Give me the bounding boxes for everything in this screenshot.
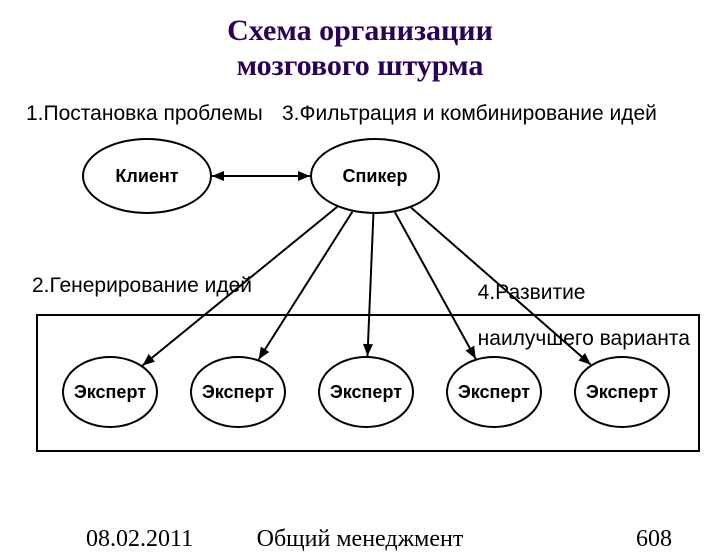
step-2-label: 2.Генерирование идей bbox=[32, 274, 252, 298]
step-1-label: 1.Постановка проблемы bbox=[26, 102, 263, 126]
node-expert-4-label: Эксперт bbox=[458, 382, 530, 403]
node-speaker-label: Спикер bbox=[343, 166, 408, 187]
node-expert-2-label: Эксперт bbox=[202, 382, 274, 403]
title-line-2: мозгового штурма bbox=[237, 49, 484, 82]
node-expert-1-label: Эксперт bbox=[74, 382, 146, 403]
node-expert-5-label: Эксперт bbox=[586, 382, 658, 403]
title-line-1: Схема организации bbox=[227, 14, 493, 47]
node-expert-3: Эксперт bbox=[318, 356, 414, 428]
node-speaker: Спикер bbox=[310, 138, 440, 214]
node-expert-3-label: Эксперт bbox=[330, 382, 402, 403]
step-3-label: 3.Фильтрация и комбинирование идей bbox=[282, 102, 657, 126]
node-expert-1: Эксперт bbox=[62, 356, 158, 428]
step-4-line-1: 4.Развитие bbox=[478, 281, 586, 304]
node-expert-5: Эксперт bbox=[574, 356, 670, 428]
diagram-title: Схема организации мозгового штурма bbox=[0, 14, 720, 83]
node-expert-4: Эксперт bbox=[446, 356, 542, 428]
node-expert-2: Эксперт bbox=[190, 356, 286, 428]
node-client-label: Клиент bbox=[115, 166, 178, 187]
node-client: Клиент bbox=[82, 138, 212, 214]
